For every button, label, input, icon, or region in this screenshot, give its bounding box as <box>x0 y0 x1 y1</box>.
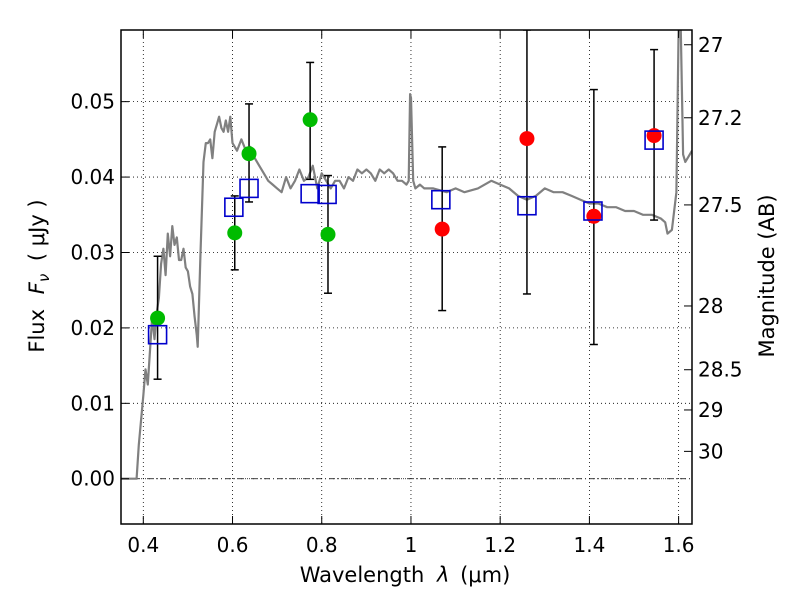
model-photometry-square <box>583 201 603 221</box>
right-axis-tick-label: 28.5 <box>698 358 743 382</box>
data-point <box>434 221 450 237</box>
y-tick-label: 0.00 <box>70 467 115 491</box>
data-point <box>241 146 257 162</box>
plot-frame <box>120 29 693 525</box>
x-axis-label: Wavelength λ (μm) <box>300 563 511 587</box>
y-tick-label: 0.05 <box>70 90 115 114</box>
right-axis-tick-label: 27.2 <box>698 106 743 130</box>
model-photometry-square <box>644 130 664 150</box>
model-photometry-square <box>147 324 168 345</box>
data-point <box>227 225 243 241</box>
model-photometry-square <box>224 197 244 218</box>
grid <box>121 30 692 524</box>
x-tick-label: 1.4 <box>573 533 605 557</box>
right-axis-tick-label: 27.5 <box>698 193 743 217</box>
y-tick-label: 0.04 <box>70 165 115 189</box>
data-point <box>320 226 336 242</box>
right-axis-tick-label: 30 <box>698 439 723 463</box>
x-tick-label: 0.6 <box>217 533 249 557</box>
x-tick-label: 1.2 <box>484 533 516 557</box>
data-point <box>586 208 602 224</box>
model-spectrum-line <box>121 30 692 480</box>
x-tick-label: 0.8 <box>306 533 338 557</box>
plot-area <box>121 30 692 480</box>
right-axis-tick-label: 28 <box>698 294 723 318</box>
y-axis-label: Flux Fν ( μJy ) <box>25 199 54 352</box>
right-axis-label: Magnitude (AB) <box>755 194 779 357</box>
y-tick-label: 0.01 <box>70 391 115 415</box>
y-tick-label: 0.02 <box>70 316 115 340</box>
axis-ticks: 0.4 0.6 0.8 1 1.2 1.4 1.6 0.00 0.01 0.02 0.03 0.04 0… <box>70 30 743 557</box>
right-axis-tick-label: 27 <box>698 33 723 57</box>
model-photometry-square <box>317 184 337 205</box>
y-tick-label: 0.03 <box>70 240 115 264</box>
data-point <box>150 310 166 326</box>
model-photometry-square <box>300 183 320 204</box>
x-tick-label: 1.6 <box>663 533 695 557</box>
model-photometry-square <box>239 178 259 199</box>
model-photometry-square <box>431 189 451 210</box>
right-axis-tick-label: 29 <box>698 398 723 422</box>
data-point <box>519 131 535 147</box>
data-point <box>302 112 318 128</box>
x-tick-label: 0.4 <box>127 533 159 557</box>
x-tick-label: 1 <box>405 533 418 557</box>
model-photometry-square <box>517 195 537 216</box>
